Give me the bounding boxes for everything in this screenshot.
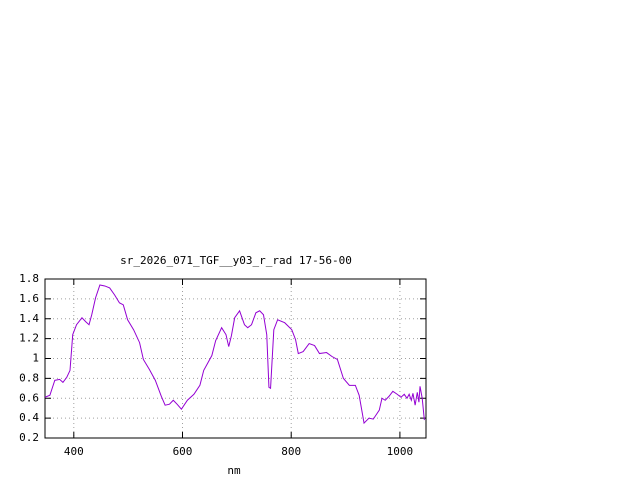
y-tick-label: 0.2 <box>19 431 39 444</box>
y-tick-label: 0.8 <box>19 371 39 384</box>
y-tick-label: 1.6 <box>19 292 39 305</box>
y-tick-label: 1 <box>32 352 39 365</box>
y-tick-label: 1.8 <box>19 272 39 285</box>
data-line <box>44 284 425 425</box>
x-axis-label: nm <box>227 464 241 477</box>
x-tick-label: 800 <box>281 445 301 458</box>
y-tick-label: 0.6 <box>19 391 39 404</box>
plot-frame <box>44 278 427 439</box>
x-tick-label: 1000 <box>387 445 414 458</box>
chart-title: sr_2026_071_TGF__y03_r_rad 17-56-00 <box>120 254 352 267</box>
x-tick-label: 600 <box>173 445 193 458</box>
y-tick-label: 0.4 <box>19 411 39 424</box>
y-tick-label: 1.4 <box>19 312 39 325</box>
y-tick-label: 1.2 <box>19 332 39 345</box>
x-tick-label: 400 <box>64 445 84 458</box>
